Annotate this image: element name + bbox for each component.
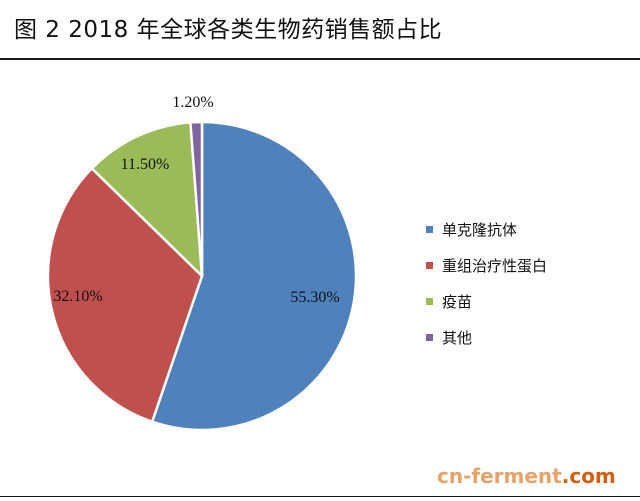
data-label: 11.50%	[121, 156, 170, 173]
legend: 单克隆抗体 重组治疗性蛋白 疫苗 其他	[426, 211, 547, 355]
legend-swatch	[426, 225, 433, 233]
legend-swatch	[426, 297, 433, 305]
legend-item-mab: 单克隆抗体	[426, 211, 547, 247]
chart-title: 图 2 2018 年全球各类生物药销售额占比	[14, 17, 443, 43]
legend-label: 其他	[442, 328, 473, 347]
title-divider	[0, 58, 640, 60]
data-label: 55.30%	[290, 289, 339, 306]
legend-label: 重组治疗性蛋白	[442, 256, 548, 275]
legend-item-other: 其他	[426, 319, 547, 355]
pie-slice-other	[189, 120, 204, 278]
data-label: 1.20%	[172, 94, 213, 111]
legend-swatch	[426, 333, 433, 341]
watermark-part1: cn-ferment	[437, 464, 562, 488]
data-label: 32.10%	[53, 288, 102, 305]
legend-item-vaccine: 疫苗	[426, 283, 547, 319]
pie-chart: 55.30% 32.10% 11.50% 1.20%	[46, 94, 358, 432]
bottom-divider	[0, 496, 640, 497]
watermark-part2: .com	[561, 464, 616, 488]
legend-label: 疫苗	[442, 292, 473, 311]
legend-label: 单克隆抗体	[442, 220, 518, 239]
pie-slice-vaccine	[90, 121, 204, 278]
pie-slice-recombinant-protein	[46, 167, 204, 423]
watermark: cn-ferment.com	[437, 464, 616, 488]
legend-item-recombinant-protein: 重组治疗性蛋白	[426, 247, 547, 283]
legend-swatch	[426, 261, 433, 269]
